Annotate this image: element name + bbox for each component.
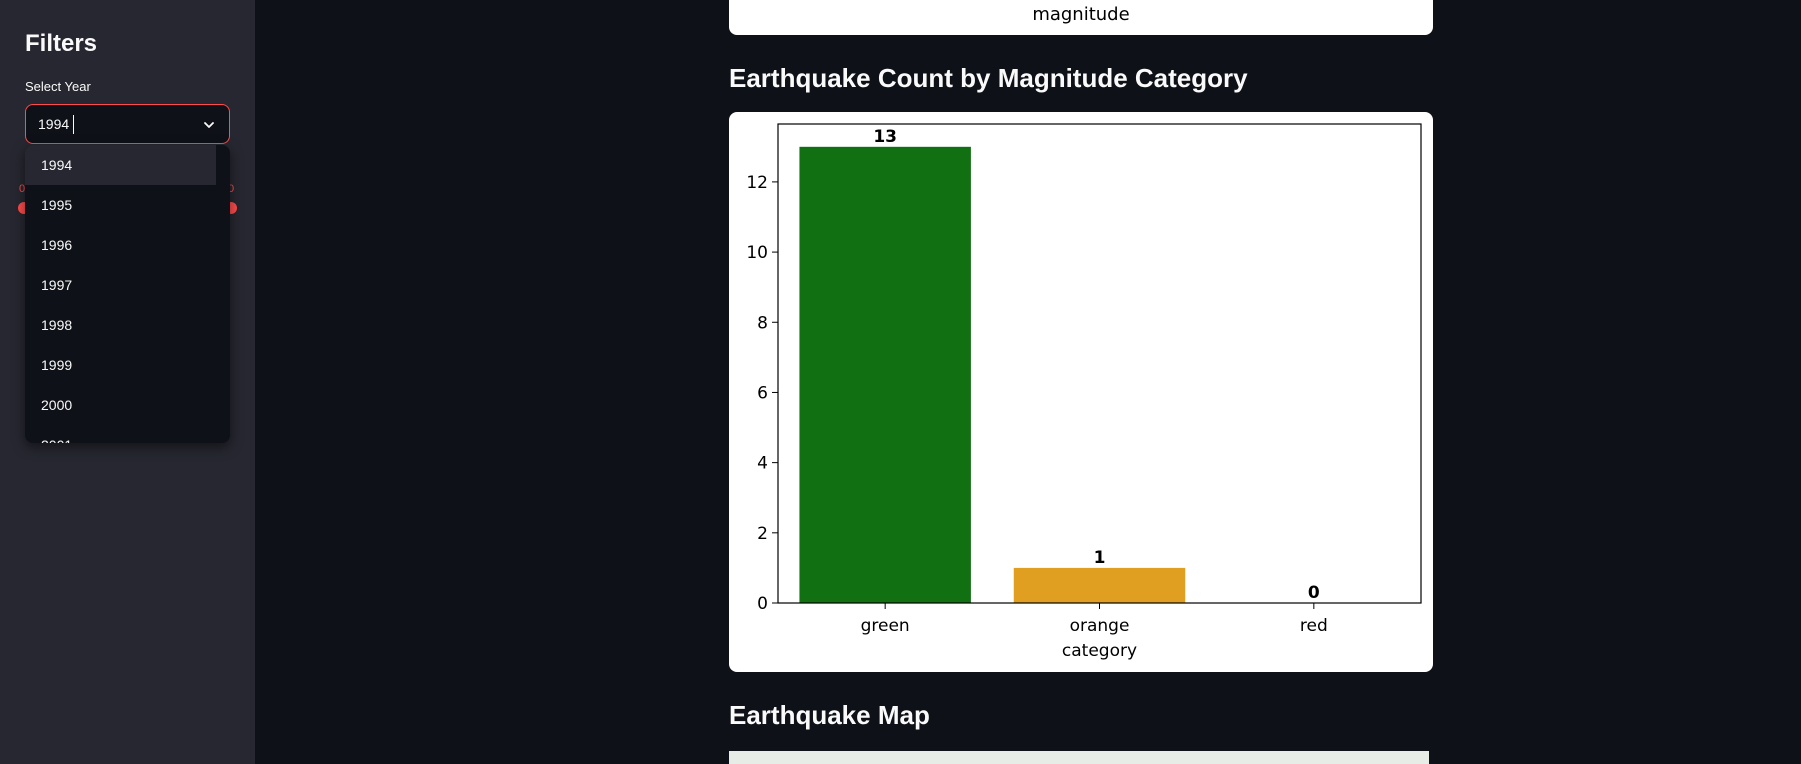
- bar-orange: [1013, 567, 1186, 603]
- dropdown-option[interactable]: 1997: [41, 277, 73, 293]
- y-tick-label: 8: [757, 313, 768, 333]
- slider-max-label: 0: [228, 183, 235, 195]
- magnitude-chart-card: magnitude: [729, 0, 1433, 35]
- slider-min-label: 0: [19, 183, 26, 195]
- x-tick-label: green: [861, 616, 910, 636]
- sidebar-title: Filters: [25, 30, 98, 57]
- plot-frame: [777, 123, 1422, 604]
- x-axis-label: category: [1062, 641, 1137, 661]
- category-bar-chart: 13 green 1 orange 0 red 0 2 4 6 8 10 12 category: [746, 123, 1422, 661]
- y-tick-label: 10: [746, 243, 768, 263]
- text-caret: [73, 115, 74, 134]
- earthquake-map[interactable]: [729, 751, 1429, 764]
- year-dropdown-menu: 1994 1995 1996 1997 1998 1999 2000 2001: [25, 145, 230, 443]
- dropdown-option[interactable]: 1999: [41, 357, 73, 373]
- year-select-value[interactable]: 1994: [38, 116, 70, 132]
- y-tick-label: 2: [757, 524, 768, 544]
- dropdown-option[interactable]: 1998: [41, 317, 73, 333]
- dropdown-option[interactable]: 1996: [41, 237, 73, 253]
- y-tick-label: 0: [757, 594, 768, 614]
- category-chart-card: 13 green 1 orange 0 red 0 2 4 6 8 10 12 category: [729, 112, 1433, 672]
- y-tick-label: 4: [757, 454, 768, 474]
- x-tick-label: red: [1300, 616, 1328, 636]
- bar-green: [799, 146, 971, 604]
- magnitude-axis-label: magnitude: [1032, 4, 1130, 25]
- dropdown-option[interactable]: 1995: [41, 197, 73, 213]
- x-tick-label: orange: [1070, 616, 1130, 636]
- y-tick-label: 12: [746, 173, 768, 193]
- sidebar: Filters Select Year 1994 0 0 1994 1995 1…: [0, 0, 255, 764]
- chart-heading: Earthquake Count by Magnitude Category: [729, 63, 1248, 93]
- y-tick-label: 6: [757, 383, 768, 403]
- map-heading: Earthquake Map: [729, 700, 930, 730]
- dropdown-option[interactable]: 2001: [25, 425, 216, 443]
- dropdown-option[interactable]: 2000: [41, 397, 73, 413]
- bar-value-label: 0: [1308, 583, 1320, 603]
- year-select[interactable]: 1994: [25, 104, 230, 144]
- chevron-down-icon[interactable]: [201, 117, 217, 133]
- dropdown-option[interactable]: 1994: [25, 145, 216, 185]
- bar-value-label: 13: [873, 127, 897, 147]
- bar-value-label: 1: [1094, 548, 1106, 568]
- year-select-label: Select Year: [25, 79, 91, 94]
